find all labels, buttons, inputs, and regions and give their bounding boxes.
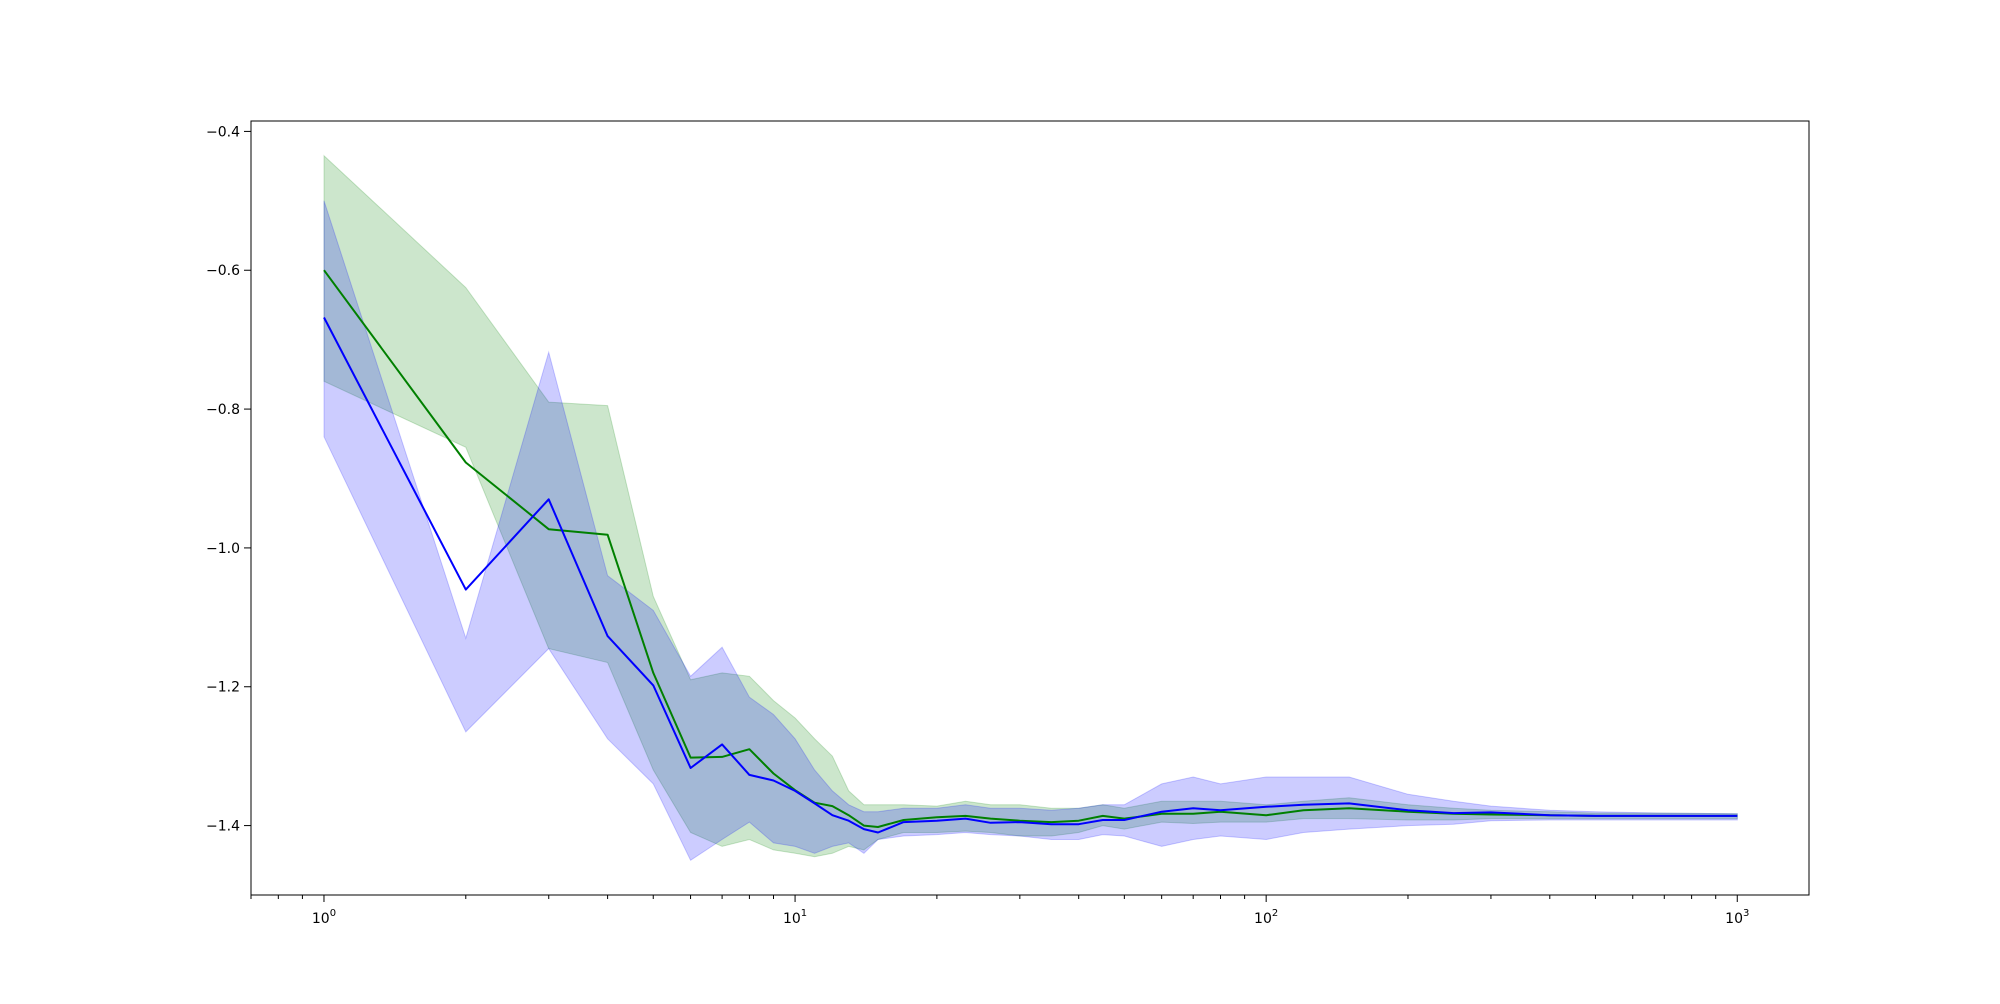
y-tick-label: −1.2: [206, 680, 240, 696]
y-tick-label: −1.0: [206, 541, 240, 557]
series-1-band: [323, 200, 1738, 862]
series-0-line: [323, 269, 1738, 828]
x-axis: 100 101 102 103: [250, 895, 1749, 927]
y-tick-label: −0.6: [206, 263, 240, 279]
x-tick-label: 100: [312, 908, 336, 927]
series-0-band: [323, 154, 1738, 858]
y-tick-label: −0.4: [206, 124, 240, 140]
x-tick-label: 102: [1254, 908, 1278, 927]
confidence-bands: [323, 154, 1738, 862]
plot-frame: [250, 120, 1810, 896]
series-1-line: [323, 317, 1738, 834]
x-tick-label: 101: [783, 908, 807, 927]
y-tick-label: −0.8: [206, 402, 240, 418]
y-tick-label: −1.4: [206, 819, 240, 835]
x-tick-label: 103: [1725, 908, 1749, 927]
y-axis: −0.4 −0.6 −0.8 −1.0 −1.2 −1.4: [206, 124, 251, 835]
plot-background: [251, 121, 1809, 895]
series-lines: [323, 269, 1738, 834]
